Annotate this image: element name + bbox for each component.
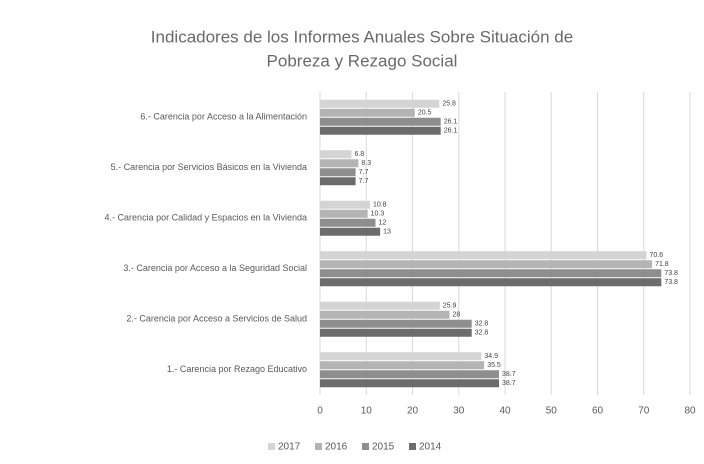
data-label: 73.8 bbox=[664, 270, 678, 277]
data-label: 6.8 bbox=[354, 151, 364, 158]
bar bbox=[320, 370, 499, 379]
y-tick-label: 5.- Carencia por Servicios Básicos en la… bbox=[111, 162, 307, 172]
bar bbox=[320, 99, 440, 108]
bar bbox=[320, 319, 472, 328]
bar bbox=[320, 310, 450, 319]
legend-label: 2015 bbox=[372, 442, 395, 453]
legend-label: 2014 bbox=[419, 442, 442, 453]
data-label: 32.8 bbox=[475, 330, 489, 337]
data-label: 26.1 bbox=[444, 119, 458, 126]
data-label: 38.7 bbox=[502, 380, 516, 387]
data-label: 10.3 bbox=[371, 211, 385, 218]
chart-title: Pobreza y Rezago Social bbox=[267, 51, 458, 70]
legend-label: 2017 bbox=[278, 442, 301, 453]
data-label: 10.8 bbox=[373, 202, 387, 209]
data-label: 7.7 bbox=[359, 169, 369, 176]
bar bbox=[320, 269, 662, 278]
bar bbox=[320, 108, 415, 117]
bar bbox=[320, 301, 440, 310]
bar bbox=[320, 278, 662, 287]
x-tick-label: 40 bbox=[499, 406, 511, 417]
y-tick-label: 4.- Carencia por Calidad y Espacios en l… bbox=[105, 213, 307, 223]
data-label: 70.6 bbox=[650, 252, 664, 259]
y-tick-label: 1.- Carencia por Rezago Educativo bbox=[167, 364, 307, 374]
x-tick-label: 70 bbox=[638, 406, 650, 417]
x-tick-label: 0 bbox=[317, 406, 323, 417]
data-label: 7.7 bbox=[359, 178, 369, 185]
y-tick-label: 2.- Carencia por Acceso a Servicios de S… bbox=[126, 314, 307, 324]
data-label: 38.7 bbox=[502, 371, 516, 378]
x-tick-label: 50 bbox=[546, 406, 558, 417]
data-label: 13 bbox=[383, 229, 391, 236]
data-label: 35.5 bbox=[487, 362, 501, 369]
bar bbox=[320, 328, 472, 337]
x-tick-label: 10 bbox=[361, 406, 373, 417]
bar bbox=[320, 227, 381, 236]
bar bbox=[320, 150, 352, 159]
bar bbox=[320, 159, 359, 168]
data-label: 26.1 bbox=[444, 128, 458, 135]
x-tick-label: 80 bbox=[684, 406, 696, 417]
bar bbox=[320, 251, 647, 260]
data-label: 34.9 bbox=[484, 353, 498, 360]
bar bbox=[320, 126, 441, 135]
y-tick-label: 3.- Carencia por Acceso a la Seguridad S… bbox=[123, 263, 307, 273]
legend-swatch bbox=[409, 443, 416, 450]
data-label: 20.5 bbox=[418, 110, 432, 117]
data-label: 25.8 bbox=[442, 101, 456, 108]
bar bbox=[320, 361, 485, 370]
data-label: 12 bbox=[379, 220, 387, 227]
legend-swatch bbox=[268, 443, 275, 450]
bar bbox=[320, 209, 368, 218]
legend-swatch bbox=[362, 443, 369, 450]
data-label: 71.8 bbox=[655, 261, 669, 268]
bar bbox=[320, 352, 482, 361]
bar bbox=[320, 117, 441, 126]
data-label: 28 bbox=[453, 312, 461, 319]
bar bbox=[320, 379, 499, 388]
chart-title: Indicadores de los Informes Anuales Sobr… bbox=[151, 27, 573, 46]
bar bbox=[320, 168, 356, 177]
x-tick-label: 20 bbox=[407, 406, 419, 417]
data-label: 32.8 bbox=[475, 321, 489, 328]
data-label: 8.3 bbox=[361, 160, 371, 167]
bar bbox=[320, 177, 356, 186]
bar bbox=[320, 260, 653, 269]
legend-swatch bbox=[315, 443, 322, 450]
x-tick-label: 60 bbox=[592, 406, 604, 417]
bar bbox=[320, 200, 370, 209]
legend-label: 2016 bbox=[325, 442, 348, 453]
data-label: 25.9 bbox=[443, 303, 457, 310]
data-label: 73.8 bbox=[664, 279, 678, 286]
bar bbox=[320, 218, 376, 227]
x-tick-label: 30 bbox=[453, 406, 465, 417]
y-tick-label: 6.- Carencia por Acceso a la Alimentació… bbox=[140, 112, 307, 122]
